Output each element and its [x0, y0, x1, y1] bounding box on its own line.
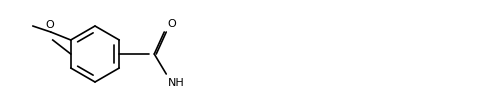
Text: NH: NH: [168, 78, 185, 88]
Text: O: O: [167, 19, 176, 29]
Text: O: O: [45, 20, 54, 30]
